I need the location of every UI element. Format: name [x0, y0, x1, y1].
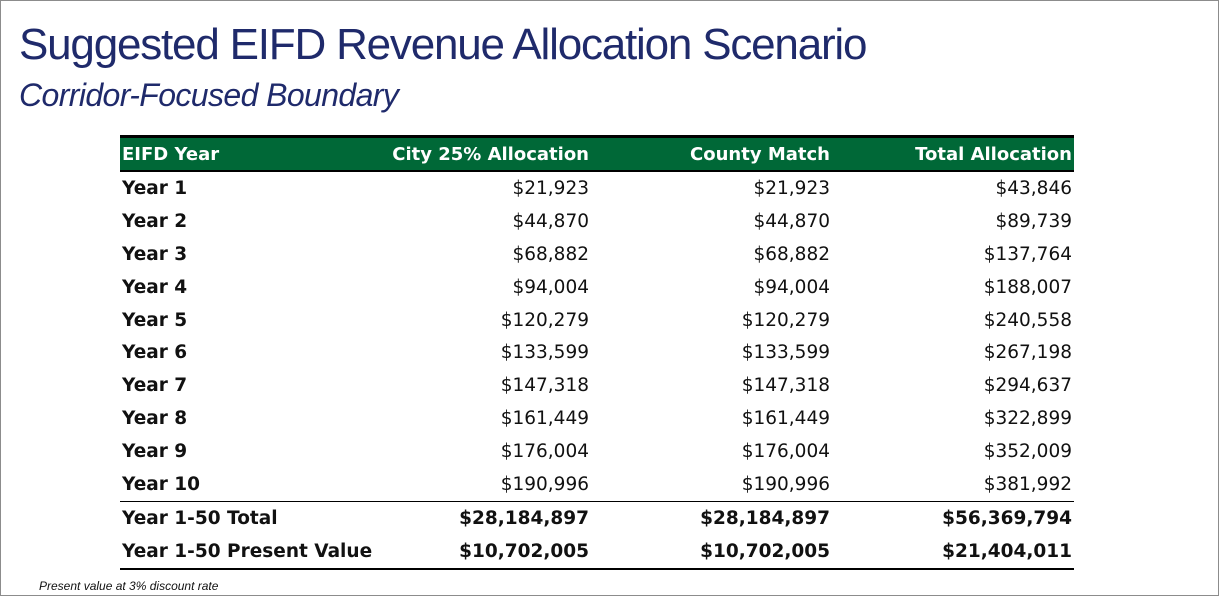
- footnote: Present value at 3% discount rate: [39, 579, 219, 593]
- year-label: Year 5: [122, 309, 188, 331]
- total-allocation-cell: $294,637: [983, 375, 1072, 397]
- total-allocation-cell: $89,739: [995, 210, 1072, 232]
- city-allocation-cell: $120,279: [500, 309, 589, 331]
- total-allocation-cell: $352,009: [983, 441, 1072, 463]
- county-match-cell: $190,996: [741, 473, 830, 495]
- county-match-cell: $176,004: [741, 441, 830, 463]
- table-header: EIFD Year City 25% Allocation County Mat…: [120, 135, 1074, 172]
- total-row: Year 1-50 Total $28,184,897 $28,184,897 …: [120, 500, 1074, 535]
- year-label: Year 3: [122, 243, 188, 265]
- header-total-allocation: Total Allocation: [832, 135, 1074, 172]
- present-value-row: Year 1-50 Present Value $10,702,005 $10,…: [120, 534, 1074, 570]
- city-allocation-cell: $94,004: [512, 276, 589, 298]
- city-allocation-cell: $44,870: [512, 210, 589, 232]
- total-label: Year 1-50 Total: [120, 500, 355, 535]
- header-city-allocation: City 25% Allocation: [355, 135, 591, 172]
- table-row: Year 1 $21,923 $21,923 $43,846: [120, 171, 1074, 205]
- total-county-match: $28,184,897: [591, 500, 832, 535]
- table-row: Year 9 $176,004 $176,004 $352,009: [120, 435, 1074, 468]
- total-allocation-cell: $322,899: [983, 408, 1072, 430]
- table-row: Year 6 $133,599 $133,599 $267,198: [120, 336, 1074, 369]
- county-match-cell: $68,882: [753, 243, 830, 265]
- city-allocation-cell: $161,449: [500, 408, 589, 430]
- table-row: Year 7 $147,318 $147,318 $294,637: [120, 369, 1074, 402]
- total-allocation-cell: $267,198: [983, 342, 1072, 364]
- table-row: Year 8 $161,449 $161,449 $322,899: [120, 402, 1074, 435]
- year-label: Year 4: [122, 276, 188, 298]
- total-city-allocation: $28,184,897: [355, 500, 591, 535]
- county-match-cell: $147,318: [741, 375, 830, 397]
- total-allocation-cell: $188,007: [983, 276, 1072, 298]
- city-allocation-cell: $133,599: [500, 342, 589, 364]
- city-allocation-cell: $147,318: [500, 375, 589, 397]
- table-row: Year 3 $68,882 $68,882 $137,764: [120, 238, 1074, 271]
- present-value-total-allocation: $21,404,011: [832, 534, 1074, 570]
- year-label: Year 2: [122, 210, 188, 232]
- header-eifd-year: EIFD Year: [120, 135, 355, 172]
- year-label: Year 1: [122, 177, 188, 199]
- table-row: Year 2 $44,870 $44,870 $89,739: [120, 205, 1074, 238]
- table-row: Year 5 $120,279 $120,279 $240,558: [120, 304, 1074, 337]
- county-match-cell: $133,599: [741, 342, 830, 364]
- county-match-cell: $44,870: [753, 210, 830, 232]
- present-value-label: Year 1-50 Present Value: [120, 534, 372, 570]
- total-allocation-cell: $43,846: [995, 177, 1072, 199]
- slide-title: Suggested EIFD Revenue Allocation Scenar…: [19, 20, 867, 69]
- allocation-table: EIFD Year City 25% Allocation County Mat…: [120, 135, 1074, 570]
- county-match-cell: $21,923: [753, 177, 830, 199]
- year-label: Year 8: [122, 408, 188, 430]
- year-label: Year 10: [122, 473, 201, 495]
- header-row: EIFD Year City 25% Allocation County Mat…: [120, 135, 1074, 172]
- table-row: Year 4 $94,004 $94,004 $188,007: [120, 271, 1074, 304]
- city-allocation-cell: $176,004: [500, 441, 589, 463]
- table-row: Year 10 $190,996 $190,996 $381,992: [120, 468, 1074, 501]
- city-allocation-cell: $190,996: [500, 473, 589, 495]
- total-allocation-cell: $381,992: [983, 473, 1072, 495]
- slide-subtitle: Corridor-Focused Boundary: [19, 77, 399, 113]
- year-label: Year 6: [122, 342, 188, 364]
- table-body: Year 1 $21,923 $21,923 $43,846 Year 2 $4…: [120, 171, 1074, 570]
- year-label: Year 7: [122, 375, 188, 397]
- header-county-match: County Match: [591, 135, 832, 172]
- total-total-allocation: $56,369,794: [832, 500, 1074, 535]
- present-value-city-allocation: $10,702,005: [355, 534, 591, 570]
- county-match-cell: $94,004: [753, 276, 830, 298]
- county-match-cell: $161,449: [741, 408, 830, 430]
- city-allocation-cell: $21,923: [512, 177, 589, 199]
- present-value-county-match: $10,702,005: [591, 534, 832, 570]
- city-allocation-cell: $68,882: [512, 243, 589, 265]
- total-allocation-cell: $240,558: [983, 309, 1072, 331]
- county-match-cell: $120,279: [741, 309, 830, 331]
- total-allocation-cell: $137,764: [983, 243, 1072, 265]
- year-label: Year 9: [122, 441, 188, 463]
